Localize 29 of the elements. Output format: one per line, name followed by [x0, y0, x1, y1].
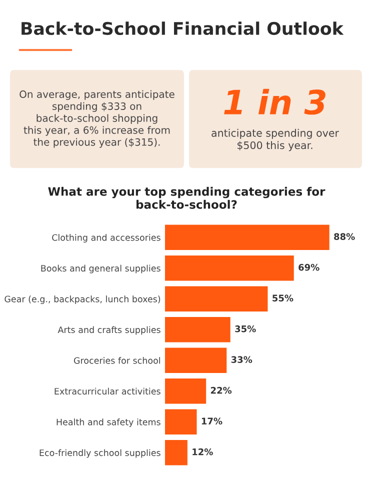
chart-title: What are your top spending categories for back-to-school? [48, 186, 326, 209]
data-label: 17% [202, 418, 222, 424]
y-tick-label: Books and general supplies [41, 264, 160, 274]
data-label: 69% [298, 264, 320, 271]
data-label: 55% [272, 294, 294, 302]
bar [165, 348, 227, 373]
y-tick-label: Groceries for school [74, 357, 160, 364]
text: Back-to-School Financial Outlook [22, 22, 344, 36]
y-tick-label: Arts and crafts supplies [58, 326, 160, 335]
data-label: 35% [235, 325, 256, 332]
text: On average, parents anticipate spending $333 on back-to-school shopping this year, a 6% increase from the previous year ($315). [20, 90, 174, 148]
y-tick-label: Health and safety items [56, 418, 160, 428]
y-tick-label: Eco-friendly school supplies [40, 449, 160, 458]
bar [165, 440, 188, 466]
bar [165, 286, 268, 312]
data-label: 33% [231, 356, 252, 363]
bar [165, 317, 230, 342]
bar [165, 409, 197, 434]
bar [165, 224, 330, 250]
data-label: 12% [192, 448, 213, 456]
y-tick-label: Clothing and accessories [52, 234, 160, 243]
text: anticipate spending over $500 this year. [212, 128, 339, 152]
data-label: 88% [334, 233, 355, 240]
text: 1 in 3 [224, 88, 326, 115]
bar [165, 378, 206, 404]
y-tick-label: Extracurricular activities [54, 388, 160, 395]
data-label: 22% [210, 386, 232, 394]
y-tick-label: Gear (e.g., backpacks, lunch boxes) [4, 296, 160, 304]
bar [165, 256, 294, 281]
